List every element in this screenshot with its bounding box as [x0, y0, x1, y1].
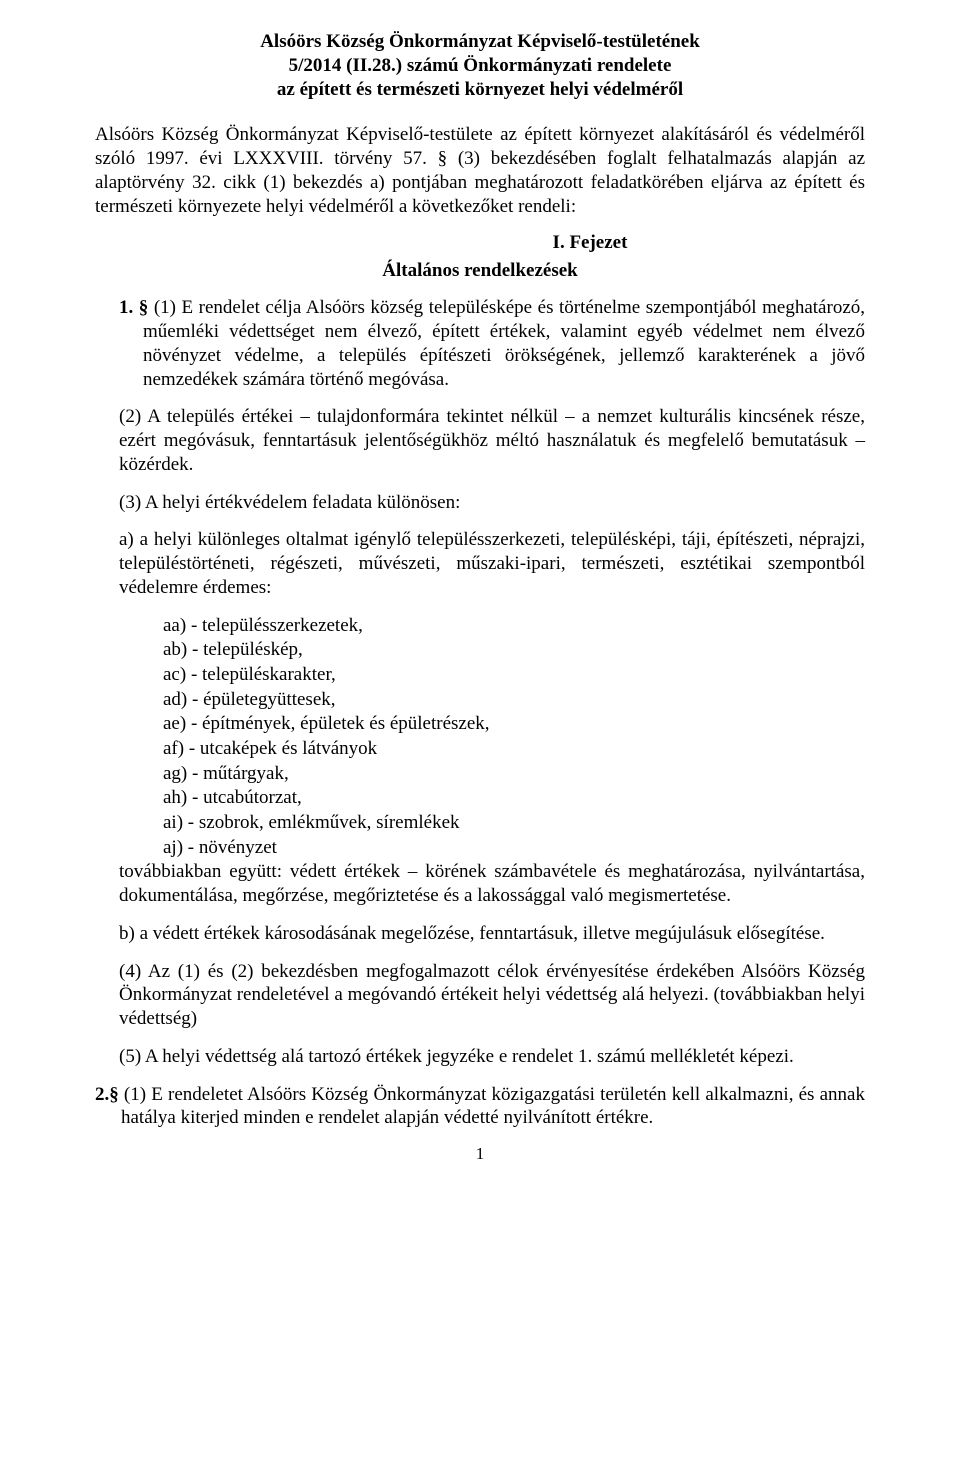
section-1-para-3: (3) A helyi értékvédelem feladata különö…: [119, 491, 865, 515]
list-item: ae) - építmények, épületek és épületrész…: [163, 712, 865, 737]
section-1-para-3b: b) a védett értékek károsodásának megelő…: [119, 922, 865, 946]
section-1-para-3a-list: aa) - településszerkezetek, ab) - telepü…: [163, 614, 865, 861]
section-1-para-5: (5) A helyi védettség alá tartozó értéke…: [119, 1045, 865, 1069]
list-item: ab) - településkép,: [163, 638, 865, 663]
document-title: Alsóörs Község Önkormányzat Képviselő-te…: [95, 30, 865, 101]
section-2-para-1: 2.§ (1) E rendeletet Alsóörs Község Önko…: [95, 1083, 865, 1131]
page-number: 1: [95, 1144, 865, 1164]
title-line-1: Alsóörs Község Önkormányzat Képviselő-te…: [95, 30, 865, 54]
section-1-para-4: (4) Az (1) és (2) bekezdésben megfogalma…: [119, 960, 865, 1031]
section-2-number: 2.§: [95, 1084, 119, 1105]
list-item: aa) - településszerkezetek,: [163, 614, 865, 639]
section-1-para-3a-lead: a) a helyi különleges oltalmat igénylő t…: [119, 528, 865, 599]
section-1-para-1: 1. § (1) E rendelet célja Alsóörs község…: [119, 296, 865, 391]
section-1-para-2: (2) A település értékei – tulajdonformár…: [119, 405, 865, 476]
intro-paragraph: Alsóörs Község Önkormányzat Képviselő-te…: [95, 123, 865, 218]
title-line-3: az épített és természeti környezet helyi…: [95, 78, 865, 102]
section-1-number: 1. §: [119, 297, 148, 318]
section-1-para-3a-tail: továbbiakban együtt: védett értékek – kö…: [119, 860, 865, 908]
section-heading: Általános rendelkezések: [95, 260, 865, 282]
list-item: ad) - épületegyüttesek,: [163, 688, 865, 713]
list-item: ai) - szobrok, emlékművek, síremlékek: [163, 811, 865, 836]
list-item: ag) - műtárgyak,: [163, 762, 865, 787]
list-item: ac) - településkarakter,: [163, 663, 865, 688]
list-item: ah) - utcabútorzat,: [163, 786, 865, 811]
section-2-p1-text: (1) E rendeletet Alsóörs Község Önkormán…: [119, 1084, 865, 1129]
list-item: aj) - növényzet: [163, 836, 865, 861]
chapter-heading: I. Fejezet: [315, 232, 865, 254]
document-page: Alsóörs Község Önkormányzat Képviselő-te…: [0, 0, 960, 1194]
title-line-2: 5/2014 (II.28.) számú Önkormányzati rend…: [95, 54, 865, 78]
section-1-p1-text: (1) E rendelet célja Alsóörs község tele…: [143, 297, 865, 389]
list-item: af) - utcaképek és látványok: [163, 737, 865, 762]
